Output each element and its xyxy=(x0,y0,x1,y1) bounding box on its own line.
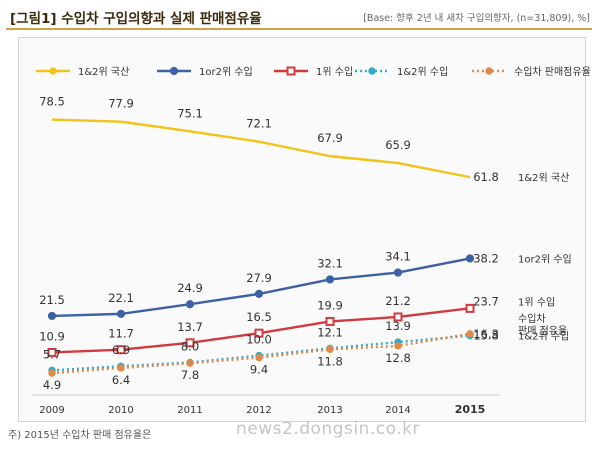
legend-label: 수입차 판매점유율 xyxy=(514,65,591,78)
series-3-point xyxy=(465,303,475,313)
data-label: 10.9 xyxy=(39,329,65,343)
x-tick-label: 2015 xyxy=(455,403,486,416)
data-label: 16.3 xyxy=(473,327,499,341)
series-5-point xyxy=(326,345,334,354)
series-2-point xyxy=(185,300,195,309)
series-end-label: 수입차 xyxy=(518,312,546,325)
x-tick-label: 2012 xyxy=(246,405,271,416)
data-label: 67.9 xyxy=(317,131,343,145)
data-label: 77.9 xyxy=(108,97,134,111)
series-2-point xyxy=(393,268,403,277)
legend-marker xyxy=(286,66,296,76)
series-end-label: 1&2위 수입 xyxy=(518,330,569,343)
series-end-label: 1&2위 국산 xyxy=(518,171,569,184)
series-5-point xyxy=(48,369,56,377)
chart-panel xyxy=(18,37,586,422)
data-label: 61.8 xyxy=(473,170,499,184)
series-5-point xyxy=(466,330,474,338)
series-end-label: 판매 점유율 xyxy=(518,325,567,337)
data-label: 10.0 xyxy=(246,333,272,347)
data-label: 6.9 xyxy=(112,343,130,357)
x-tick-label: 2009 xyxy=(39,405,64,416)
series-5-point xyxy=(255,353,263,362)
series-3-point xyxy=(47,347,57,357)
x-tick-label: 2011 xyxy=(177,405,202,416)
footnote: 주) 2015년 수입차 판매 점유율은 xyxy=(8,430,152,441)
data-label: 4.9 xyxy=(43,378,61,392)
data-label: 16.5 xyxy=(246,310,272,324)
data-label: 7.8 xyxy=(181,368,199,382)
data-label: 15.8 xyxy=(473,329,499,343)
legend-label: 1&2위 수입 xyxy=(397,65,448,78)
series-5-point xyxy=(186,359,194,367)
data-label: 5.7 xyxy=(43,347,61,361)
legend-marker xyxy=(169,66,179,76)
series-2-point xyxy=(116,309,126,318)
series-3-point xyxy=(325,316,335,326)
data-label: 13.7 xyxy=(177,320,203,334)
series-3-point xyxy=(393,312,403,322)
data-label: 6.4 xyxy=(112,373,130,387)
legend-marker xyxy=(368,67,376,75)
data-label: 27.9 xyxy=(246,271,272,285)
legend-label: 1or2위 수입 xyxy=(199,65,253,78)
legend-marker xyxy=(485,67,493,75)
series-3-point xyxy=(254,328,264,338)
data-label: 23.7 xyxy=(473,294,499,308)
watermark: news2.dongsin.co.kr xyxy=(236,419,420,439)
data-label: 12.8 xyxy=(385,351,411,365)
x-tick-label: 2013 xyxy=(317,405,342,416)
title-bar: [그림1] 수입차 구입의향과 실제 판매점유율 [Base: 향후 2년 내 … xyxy=(6,6,592,30)
series-5-point xyxy=(117,364,125,372)
data-label: 32.1 xyxy=(317,256,343,270)
x-tick-label: 2010 xyxy=(108,405,133,416)
series-1-line xyxy=(51,118,471,179)
series-2-point xyxy=(325,275,335,284)
series-3-point xyxy=(185,338,195,348)
data-label: 34.1 xyxy=(385,250,411,264)
base-note: [Base: 향후 2년 내 새차 구입의향자, (n=31,809), %] xyxy=(363,13,590,24)
data-label: 8.0 xyxy=(181,339,199,353)
legend-label: 1위 수입 xyxy=(316,65,353,78)
data-label: 22.1 xyxy=(108,291,134,305)
data-label: 75.1 xyxy=(177,106,203,120)
chart-title: [그림1] 수입차 구입의향과 실제 판매점유율 xyxy=(10,11,262,27)
data-label: 9.4 xyxy=(250,363,268,377)
data-label: 11.8 xyxy=(317,354,343,368)
legend-marker xyxy=(49,67,57,75)
series-end-label: 1위 수입 xyxy=(518,295,555,308)
data-label: 78.5 xyxy=(39,95,65,109)
data-label: 24.9 xyxy=(177,281,203,295)
series-3-point xyxy=(116,345,126,355)
legend-label: 1&2위 국산 xyxy=(78,65,129,78)
data-label: 21.5 xyxy=(39,293,65,307)
data-label: 38.2 xyxy=(473,251,499,265)
x-tick-label: 2014 xyxy=(385,405,410,416)
data-label: 13.9 xyxy=(385,319,411,333)
data-label: 11.7 xyxy=(108,327,134,341)
series-end-label: 1or2위 수입 xyxy=(518,252,572,265)
data-label: 19.9 xyxy=(317,298,343,312)
data-label: 65.9 xyxy=(385,138,411,152)
series-2-point xyxy=(47,311,57,321)
series-5-point xyxy=(394,342,402,350)
series-2-point xyxy=(254,289,264,298)
data-label: 21.2 xyxy=(385,294,411,308)
data-label: 72.1 xyxy=(246,117,272,131)
data-label: 12.1 xyxy=(317,325,343,339)
series-2-point xyxy=(465,254,475,263)
